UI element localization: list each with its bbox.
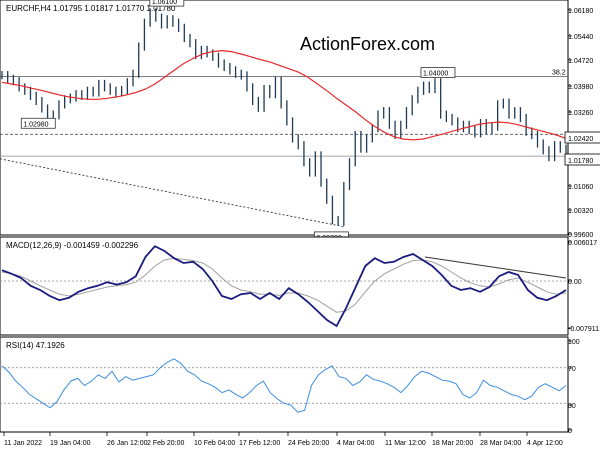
rsi-header: RSI(14) 47.1926	[6, 341, 65, 350]
macd-trendline	[424, 256, 567, 279]
macd-panel: MACD(12,26,9) -0.001459 -0.002296 0.0060…	[0, 236, 599, 336]
x-tick-label: 18 Mar 20:00	[432, 440, 473, 447]
rsi-tick-label: 100	[568, 339, 580, 346]
price-label: 1.02980	[23, 121, 48, 128]
x-tick-label: 17 Feb 12:00	[239, 440, 280, 447]
macd-header: MACD(12,26,9) -0.001459 -0.002296	[6, 241, 139, 250]
x-tick-label: 2 Feb 20:00	[147, 440, 184, 447]
rsi-tick-label: 0	[568, 428, 572, 435]
rsi-panel: RSI(14) 47.1926 100 70 30 0	[0, 336, 580, 435]
price-panel: ActionForex.com EURCHF,H4 1.01795 1.0181…	[0, 0, 600, 243]
price-tick-label: 1.00320	[568, 208, 593, 215]
rsi-panel-frame	[0, 336, 569, 433]
support-trendline	[0, 158, 346, 228]
symbol-header: EURCHF,H4 1.01795 1.01817 1.01770 1.0178…	[6, 4, 176, 13]
price-tick-label-box	[564, 131, 600, 144]
x-tick-label: 11 Mar 12:00	[385, 440, 426, 447]
price-tick-label-box	[564, 153, 600, 166]
x-tick-label: 4 Mar 04:00	[337, 440, 374, 447]
macd-line	[1, 245, 567, 328]
x-tick-label: 24 Feb 20:00	[288, 440, 329, 447]
price-label-box	[420, 67, 456, 78]
rsi-series-group	[0, 358, 568, 413]
price-panel-frame	[0, 0, 569, 236]
price-tick-label: 1.05440	[568, 34, 593, 41]
price-label: 1.06100	[152, 0, 177, 6]
x-axis: 11 Jan 2022 19 Jan 04:00 26 Jan 12:00 2 Feb…	[3, 432, 563, 447]
price-label-box	[20, 117, 56, 129]
macd-tick-label: 0.006017	[568, 240, 597, 247]
rsi-tick-label: 70	[568, 366, 576, 373]
macd-series-group	[0, 245, 568, 328]
x-tick-label: 10 Feb 04:00	[194, 440, 235, 447]
price-tick-label: 1.02420	[568, 136, 593, 143]
price-tick-label: 0.99600	[568, 232, 593, 239]
x-tick-label: 11 Jan 2022	[4, 440, 42, 447]
watermark: ActionForex.com	[300, 34, 435, 54]
rsi-y-axis: 100 70 30 0	[568, 339, 580, 435]
x-tick-label: 4 Apr 12:00	[527, 440, 563, 447]
moving-average-line	[1, 49, 567, 141]
price-tick-label: 1.01060	[568, 184, 593, 191]
x-tick-label: 19 Jan 04:00	[50, 440, 91, 447]
price-tick-label: 1.01780	[568, 158, 593, 165]
rsi-line	[1, 358, 567, 413]
price-tick-label: 1.03260	[568, 110, 593, 117]
macd-y-axis: 0.006017 0.00 -0.007911	[568, 240, 599, 333]
fib-label: 38.2	[552, 69, 566, 76]
price-label: 1.04000	[423, 71, 448, 78]
price-tick-label: 1.03980	[568, 84, 593, 91]
macd-tick-label: -0.007911	[568, 326, 599, 333]
x-tick-label: 28 Mar 04:00	[480, 440, 521, 447]
price-tick-label: 1.04720	[568, 58, 593, 65]
macd-tick-label: 0.00	[568, 279, 582, 286]
price-label-box	[149, 0, 185, 7]
x-tick-label: 26 Jan 12:00	[107, 440, 148, 447]
price-y-axis: 1.06180 1.05440 1.04720 1.03980 1.03260 1.024…	[564, 8, 600, 239]
price-tick-label: 1.06180	[568, 8, 593, 15]
rsi-tick-label: 30	[568, 403, 576, 410]
